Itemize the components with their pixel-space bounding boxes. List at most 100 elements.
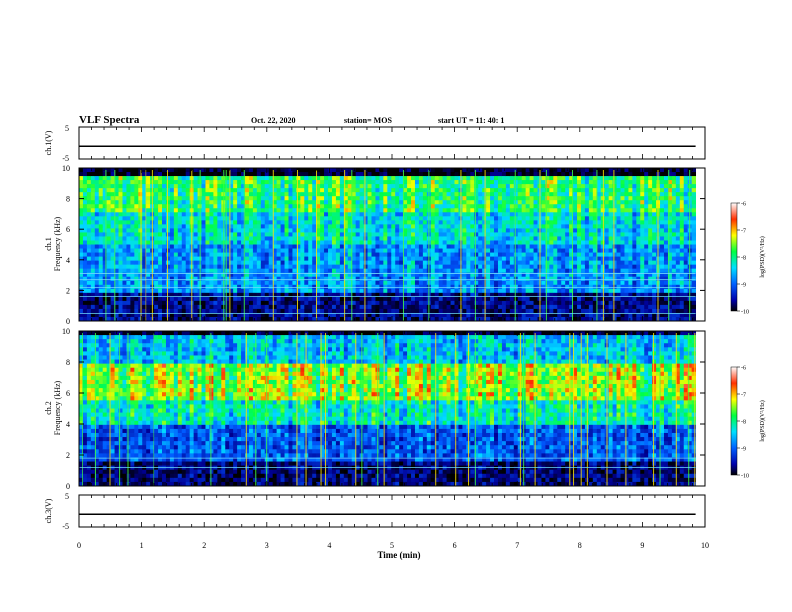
ch1-spec-cell (466, 216, 471, 221)
ch1-spec-cell (533, 312, 538, 318)
ch1-spec-cell (450, 236, 455, 241)
ch1-spec-cell (525, 200, 530, 205)
ch1-spec-cell (418, 268, 424, 274)
ch1-spec-cell (98, 240, 104, 245)
ch1-spec-cell (355, 172, 361, 177)
ch1-spec-cell (549, 256, 554, 262)
ch1-spec-cell (497, 316, 503, 321)
ch1-spec-cell (205, 248, 210, 253)
ch1-spec-cell (308, 228, 313, 233)
ch1-spec-cell (272, 224, 278, 229)
ch1-spec-cell (154, 244, 159, 249)
ch1-spec-cell (292, 184, 297, 189)
ch1-spec-cell (134, 212, 139, 217)
ch1-spec-cell (414, 252, 420, 257)
ch1-spec-cell (430, 196, 436, 201)
ch1-spec-cell (233, 276, 238, 282)
ch1-spec-cell (193, 244, 198, 249)
ch1-spec-cell (418, 292, 424, 298)
ch1-spec-cell (248, 192, 254, 197)
ch1-spec-cell (225, 180, 230, 185)
ch1-spec-cell (158, 228, 163, 233)
ch1-spec-cell (418, 248, 424, 253)
ch1-spec-cell (102, 252, 108, 257)
ch1-spec-cell (241, 172, 246, 177)
ch1-spec-cell (296, 228, 301, 233)
ch1-spec-cell (474, 212, 479, 217)
ch1-spec-cell (434, 316, 440, 321)
ch1-spec-cell (395, 308, 400, 314)
ch1-spec-cell (205, 184, 210, 189)
ch1-spec-cell (245, 272, 250, 278)
ch1-spec-cell (422, 224, 428, 229)
ch1-spec-cell (201, 252, 206, 257)
ch1-spec-cell (573, 180, 578, 185)
ch1-spec-cell (414, 228, 420, 233)
ch1-spec-cell (573, 276, 578, 282)
ch1-spec-cell (241, 244, 246, 249)
ch1-spec-cell (292, 208, 297, 213)
ch1-spec-cell (304, 304, 309, 310)
ch1-spec-cell (185, 300, 191, 306)
ch1-spec-cell (193, 296, 198, 302)
ch1-spec-cell (331, 212, 337, 217)
ch1-spec-cell (256, 256, 262, 262)
ch1-spec-cell (284, 316, 289, 321)
ch1-spec-cell (561, 220, 566, 225)
ch1-spec-cell (296, 224, 301, 229)
ch1-spec-cell (343, 256, 349, 262)
ch1-spec-cell (391, 216, 396, 221)
ch1-spec-cell (351, 188, 357, 193)
ch1-spec-cell (450, 264, 455, 270)
ch1-spec-cell (217, 204, 222, 209)
ch1-spec-cell (217, 316, 222, 321)
ch1-spec-cell (248, 288, 254, 294)
ch1-spec-cell (462, 316, 467, 321)
ch1-spec-cell (177, 188, 183, 193)
ch1-spec-cell (482, 248, 487, 253)
ch1-spec-cell (213, 176, 218, 181)
ch1-spec-cell (442, 208, 447, 213)
ch1-spec-cell (521, 264, 527, 270)
ch1-spec-cell (395, 208, 400, 213)
ch1-spec-cell (288, 172, 293, 177)
ch1-spec-cell (343, 192, 349, 197)
ch1-spec-cell (292, 200, 297, 205)
ch1-spec-cell (185, 288, 191, 294)
ch1-spec-cell (252, 200, 258, 205)
ch1-spec-cell (391, 184, 396, 189)
ch1-spec-cell (422, 204, 428, 209)
ch1-spec-cell (414, 296, 420, 302)
ch1-spec-cell (454, 240, 459, 245)
ch1-spec-cell (588, 272, 594, 278)
ch1-spec-cell (130, 180, 135, 185)
ch1-spec-cell (470, 260, 475, 266)
ch1-spec-cell (324, 212, 329, 217)
ch1-spec-cell (284, 204, 289, 209)
ch1-spec-cell (545, 300, 550, 306)
ch1-spec-cell (529, 304, 534, 310)
ch1-spec-cell (169, 312, 175, 318)
ch1-spec-cell (375, 280, 380, 286)
ch1-spec-cell (308, 232, 313, 237)
ch1-spec-cell (106, 188, 112, 193)
ch1-spec-cell (316, 212, 321, 217)
ch1-spec-cell (193, 240, 198, 245)
ch1-spec-cell (494, 184, 499, 189)
ch1-spec-cell (169, 252, 175, 257)
ch1-spec-cell (260, 168, 266, 173)
ch1-spec-cell (264, 308, 270, 314)
ch1-spec-cell (316, 200, 321, 205)
ch1-spec-cell (383, 228, 388, 233)
ch1-spec-cell (110, 220, 115, 225)
ch1-spec-cell (169, 296, 175, 302)
ch1-spec-cell (454, 316, 459, 321)
ch1-spec-cell (513, 280, 519, 286)
ch1-spec-cell (134, 228, 139, 233)
ch1-spec-cell (154, 200, 159, 205)
ch1-spec-cell (181, 272, 187, 278)
ch1-spec-cell (229, 248, 234, 253)
ch1-spec-cell (316, 240, 321, 245)
ch1-spec-cell (359, 236, 364, 241)
ch1-spec-cell (102, 208, 108, 213)
